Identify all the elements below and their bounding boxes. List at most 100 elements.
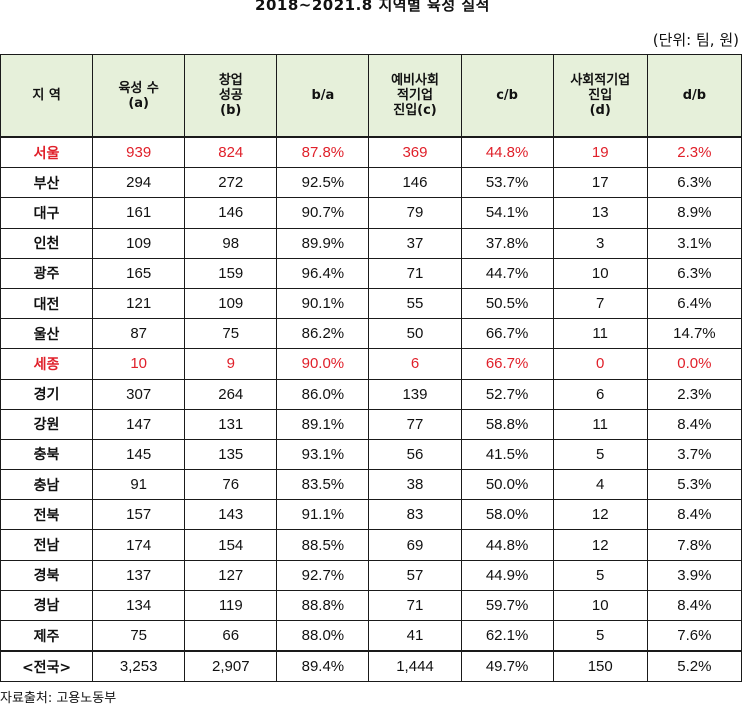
value-cell-ratio-ba: 89.9% <box>276 227 370 259</box>
column-header-region: 지 역 <box>0 54 94 138</box>
value-cell-social-d: 17 <box>552 167 648 199</box>
value-cell-ratio-ba: 89.4% <box>276 650 370 683</box>
value-cell-success-b: 154 <box>184 529 278 561</box>
performance-table: 지 역 육성 수 (a) 창업 성공 (b) b/a 예비사회 적기업 진입(c) c/b 사회적기업… <box>0 54 743 683</box>
table-row: 울산 87 75 86.2% 50 66.7% 11 14.7% <box>0 318 743 350</box>
value-cell-ratio-db: 8.4% <box>646 499 743 531</box>
region-cell: 전북 <box>0 499 94 531</box>
column-header-line: 진입(c) <box>393 103 437 118</box>
region-cell: 인천 <box>0 227 94 259</box>
table-row: 대전 121 109 90.1% 55 50.5% 7 6.4% <box>0 287 743 320</box>
value-cell-count-a: 939 <box>92 136 186 169</box>
value-cell-success-b: 76 <box>184 469 278 501</box>
value-cell-ratio-cb: 52.7% <box>460 378 554 410</box>
value-cell-count-a: 165 <box>92 257 186 289</box>
value-cell-count-a: 87 <box>92 318 186 350</box>
region-cell: 대전 <box>0 287 94 320</box>
value-cell-ratio-cb: 62.1% <box>460 620 554 652</box>
value-cell-pre-social-c: 69 <box>368 529 462 561</box>
value-cell-count-a: 137 <box>92 559 186 591</box>
value-cell-ratio-ba: 90.7% <box>276 197 370 229</box>
value-cell-ratio-ba: 86.2% <box>276 318 370 350</box>
column-header-ratio-cb: c/b <box>460 54 554 138</box>
value-cell-ratio-ba: 88.5% <box>276 529 370 561</box>
value-cell-count-a: 307 <box>92 378 186 410</box>
value-cell-ratio-db: 3.9% <box>646 559 743 591</box>
value-cell-ratio-ba: 86.0% <box>276 378 370 410</box>
value-cell-ratio-ba: 96.4% <box>276 257 370 289</box>
column-header-ratio-ba: b/a <box>276 54 370 138</box>
value-cell-social-d: 10 <box>552 589 648 622</box>
column-header-line: 사회적기업 <box>570 73 631 88</box>
value-cell-success-b: 9 <box>184 348 278 380</box>
value-cell-ratio-cb: 66.7% <box>460 318 554 350</box>
table-row: 제주 75 66 88.0% 41 62.1% 5 7.6% <box>0 620 743 652</box>
value-cell-count-a: 145 <box>92 438 186 471</box>
value-cell-success-b: 135 <box>184 438 278 471</box>
value-cell-success-b: 131 <box>184 408 278 440</box>
region-cell: 서울 <box>0 136 94 169</box>
value-cell-ratio-cb: 58.8% <box>460 408 554 440</box>
table-title: 2018~2021.8 지역별 육성 실적 <box>255 0 490 14</box>
column-header-count-a: 육성 수 (a) <box>92 54 186 138</box>
value-cell-count-a: 10 <box>92 348 186 380</box>
total-row: <전국> 3,253 2,907 89.4% 1,444 49.7% 150 5.2% <box>0 650 743 683</box>
value-cell-ratio-cb: 44.8% <box>460 136 554 169</box>
table-row: 서울 939 824 87.8% 369 44.8% 19 2.3% <box>0 136 743 169</box>
value-cell-success-b: 119 <box>184 589 278 622</box>
value-cell-count-a: 121 <box>92 287 186 320</box>
value-cell-count-a: 161 <box>92 197 186 229</box>
value-cell-ratio-db: 6.3% <box>646 257 743 289</box>
value-cell-ratio-cb: 44.9% <box>460 559 554 591</box>
column-header-success-b: 창업 성공 (b) <box>184 54 278 138</box>
table-row: 경기 307 264 86.0% 139 52.7% 6 2.3% <box>0 378 743 410</box>
table-row: 강원 147 131 89.1% 77 58.8% 11 8.4% <box>0 408 743 440</box>
value-cell-count-a: 157 <box>92 499 186 531</box>
value-cell-social-d: 19 <box>552 136 648 169</box>
table-row: 전남 174 154 88.5% 69 44.8% 12 7.8% <box>0 529 743 561</box>
value-cell-ratio-db: 6.4% <box>646 287 743 320</box>
table-row: 전북 157 143 91.1% 83 58.0% 12 8.4% <box>0 499 743 531</box>
value-cell-ratio-db: 7.6% <box>646 620 743 652</box>
value-cell-count-a: 134 <box>92 589 186 622</box>
region-cell: 충남 <box>0 469 94 501</box>
value-cell-pre-social-c: 71 <box>368 589 462 622</box>
value-cell-social-d: 4 <box>552 469 648 501</box>
value-cell-pre-social-c: 50 <box>368 318 462 350</box>
value-cell-count-a: 91 <box>92 469 186 501</box>
column-header-line: 적기업 <box>397 88 433 103</box>
value-cell-pre-social-c: 77 <box>368 408 462 440</box>
value-cell-ratio-cb: 54.1% <box>460 197 554 229</box>
value-cell-pre-social-c: 38 <box>368 469 462 501</box>
value-cell-pre-social-c: 83 <box>368 499 462 531</box>
value-cell-ratio-cb: 44.8% <box>460 529 554 561</box>
table-row: 충북 145 135 93.1% 56 41.5% 5 3.7% <box>0 438 743 471</box>
table-row: 광주 165 159 96.4% 71 44.7% 10 6.3% <box>0 257 743 289</box>
region-cell: 강원 <box>0 408 94 440</box>
value-cell-social-d: 3 <box>552 227 648 259</box>
column-header-line: d/b <box>682 88 707 103</box>
value-cell-pre-social-c: 55 <box>368 287 462 320</box>
column-header-line: b/a <box>311 88 335 103</box>
value-cell-ratio-db: 5.3% <box>646 469 743 501</box>
value-cell-ratio-db: 3.7% <box>646 438 743 471</box>
value-cell-ratio-db: 7.8% <box>646 529 743 561</box>
value-cell-pre-social-c: 1,444 <box>368 650 462 683</box>
value-cell-social-d: 5 <box>552 438 648 471</box>
value-cell-success-b: 272 <box>184 167 278 199</box>
value-cell-social-d: 5 <box>552 620 648 652</box>
value-cell-social-d: 12 <box>552 529 648 561</box>
value-cell-success-b: 824 <box>184 136 278 169</box>
column-header-line: 육성 수 <box>118 80 159 96</box>
region-cell: 전남 <box>0 529 94 561</box>
value-cell-success-b: 264 <box>184 378 278 410</box>
value-cell-count-a: 109 <box>92 227 186 259</box>
value-cell-ratio-cb: 37.8% <box>460 227 554 259</box>
value-cell-social-d: 10 <box>552 257 648 289</box>
unit-label: (단위: 팀, 원) <box>652 31 739 49</box>
value-cell-ratio-cb: 49.7% <box>460 650 554 683</box>
column-header-line: c/b <box>496 88 518 103</box>
region-cell: 충북 <box>0 438 94 471</box>
region-cell: <전국> <box>0 650 94 683</box>
column-header-pre-social-c: 예비사회 적기업 진입(c) <box>368 54 462 138</box>
